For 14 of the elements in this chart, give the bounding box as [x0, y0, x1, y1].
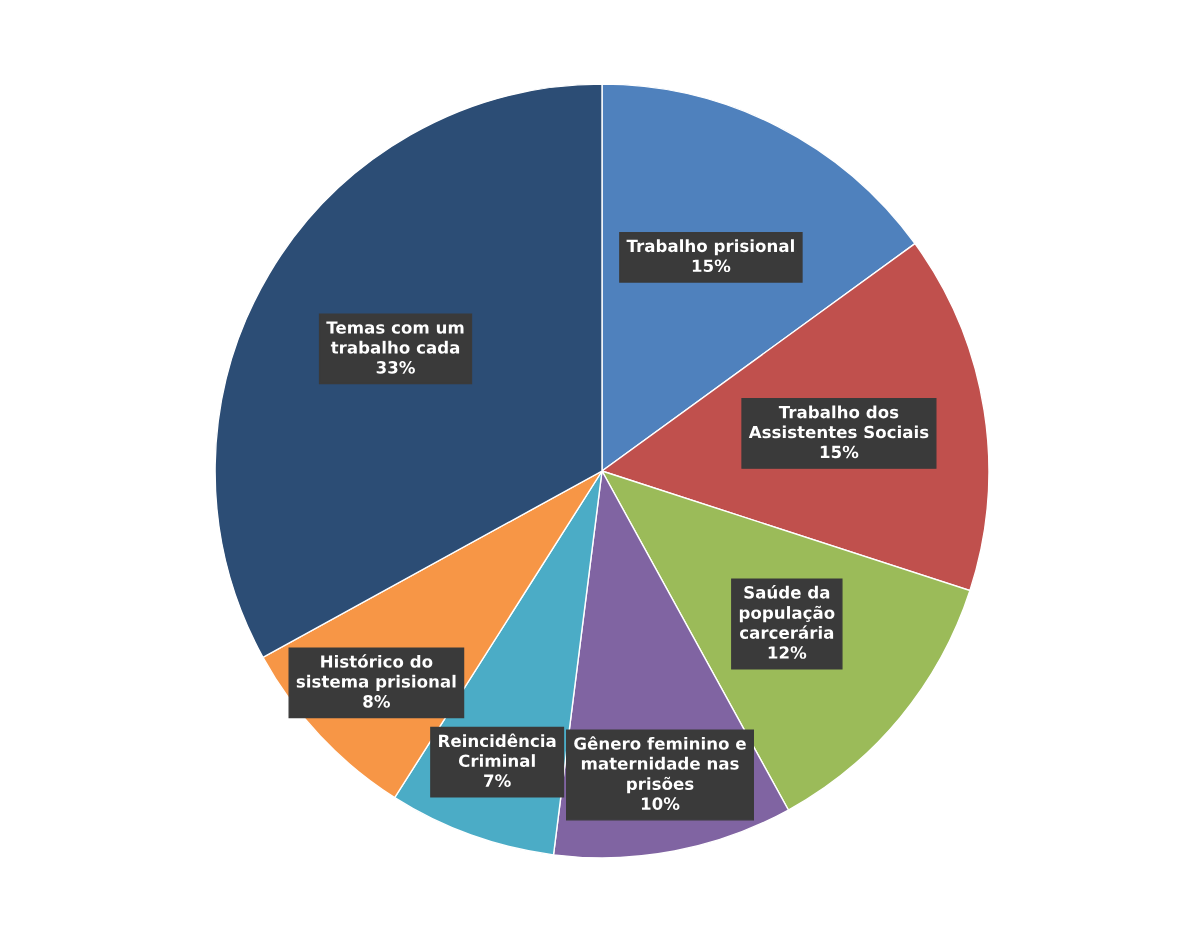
slice-label: Histórico do sistema prisional — [296, 654, 456, 691]
slice-label: Trabalho prisional — [626, 239, 794, 256]
slice-label: Temas com um trabalho cada — [326, 321, 464, 354]
slice-label: Trabalho dos Assistentes Sociais — [748, 405, 929, 439]
data-label: 10% — [641, 797, 680, 810]
slice-label: Gênero feminino e maternidade nas prisões — [574, 736, 746, 794]
data-label: 7% — [484, 774, 511, 787]
data-label: 15% — [692, 259, 731, 273]
slice-label: Saúde da população carcerária — [739, 585, 835, 639]
data-label: 8% — [363, 695, 390, 708]
data-label: 12% — [768, 646, 807, 659]
data-label: 33% — [376, 361, 415, 374]
slice-label: Reincidência Criminal — [439, 733, 556, 768]
data-label: 15% — [820, 445, 859, 459]
